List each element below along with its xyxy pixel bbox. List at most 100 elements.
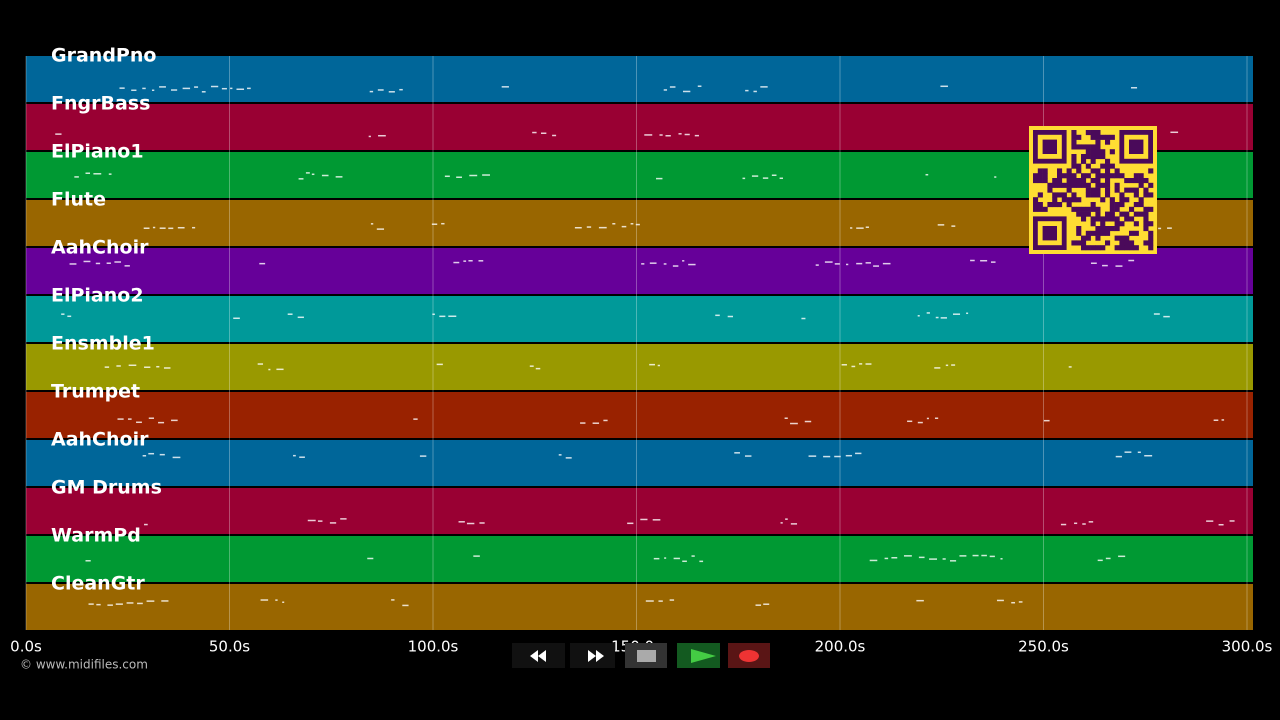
note (801, 317, 806, 320)
note (918, 556, 925, 559)
note (640, 518, 648, 521)
qr-cell (1138, 178, 1144, 184)
qr-cell (1090, 154, 1096, 160)
note (1229, 520, 1235, 522)
note (771, 174, 777, 176)
note (297, 316, 304, 319)
qr-cell (1076, 197, 1082, 203)
qr-cell (1100, 134, 1106, 140)
note (925, 173, 929, 176)
note (148, 417, 155, 419)
track-name: ElPiano2 (51, 285, 144, 307)
track-name: AahChoir (51, 429, 149, 451)
note (1153, 313, 1160, 315)
qr-cell (1071, 206, 1077, 212)
qr-cell (1114, 245, 1120, 251)
qr-cell (1133, 230, 1139, 236)
note (168, 227, 174, 230)
qr-cell (1095, 226, 1101, 232)
note (763, 603, 770, 605)
qr-cell (1085, 144, 1091, 150)
qr-cell (1076, 178, 1082, 184)
note (151, 89, 155, 92)
qr-cell (1047, 202, 1053, 208)
note (532, 131, 537, 134)
qr-cell (1085, 206, 1091, 212)
note (760, 86, 768, 88)
note (402, 604, 409, 607)
note (673, 557, 680, 560)
qr-cell (1090, 206, 1096, 212)
note (657, 364, 660, 367)
qr-cell (1148, 230, 1154, 236)
note (790, 523, 798, 525)
qr-cell (1114, 235, 1120, 241)
qr-cell (1085, 192, 1091, 198)
qr-cell (1090, 168, 1096, 174)
qr-cell (1066, 178, 1072, 184)
transport (512, 643, 770, 668)
note (479, 522, 485, 524)
note (790, 422, 798, 425)
qr-cell (1095, 144, 1101, 150)
qr-cell (1095, 206, 1101, 212)
qr-cell (1042, 206, 1048, 212)
qr-cell (1095, 130, 1101, 136)
rewind-button[interactable] (512, 643, 565, 668)
qr-cell (1105, 178, 1111, 184)
note (751, 175, 759, 177)
qr-cell (1037, 202, 1043, 208)
qr-cell (1095, 168, 1101, 174)
note (444, 175, 450, 178)
note (388, 91, 395, 93)
note (682, 90, 691, 93)
qr-cell (1081, 235, 1087, 241)
qr-cell (1052, 178, 1058, 184)
note (1011, 601, 1016, 604)
note (574, 226, 582, 229)
qr-cell (1090, 144, 1096, 150)
note (951, 225, 956, 227)
note (952, 313, 961, 315)
note (158, 421, 165, 424)
note (1221, 419, 1225, 421)
qr-cell (1105, 192, 1111, 198)
note (699, 560, 704, 563)
note (603, 419, 608, 422)
track-band (26, 440, 1253, 486)
note (755, 604, 762, 606)
qr-cell (1129, 178, 1135, 184)
note (665, 135, 671, 137)
qr-cell (1095, 154, 1101, 160)
note (990, 261, 996, 263)
qr-cell (1095, 187, 1101, 193)
track-band (26, 344, 1253, 390)
qr-cell (1124, 216, 1130, 222)
track-name: ElPiano1 (51, 141, 144, 163)
note (621, 225, 627, 228)
note (780, 522, 783, 524)
note (259, 262, 266, 265)
qr-cell (1143, 187, 1149, 193)
note (535, 367, 541, 370)
rewind-icon (530, 650, 546, 662)
note (552, 134, 557, 137)
note (663, 263, 667, 265)
note (148, 452, 155, 455)
note (664, 557, 667, 559)
note (734, 452, 740, 454)
qr-cell (1129, 206, 1135, 212)
note (260, 599, 269, 601)
note (981, 554, 987, 557)
qr-cell (1076, 206, 1082, 212)
qr-cell (1143, 216, 1149, 222)
track-band (26, 296, 1253, 342)
note (1074, 522, 1078, 525)
qr-cell (1129, 240, 1135, 246)
note (116, 365, 121, 367)
qr-cell (1085, 149, 1091, 155)
note (136, 421, 142, 424)
qr-cell (1033, 202, 1039, 208)
note (419, 455, 427, 457)
note (762, 177, 769, 179)
